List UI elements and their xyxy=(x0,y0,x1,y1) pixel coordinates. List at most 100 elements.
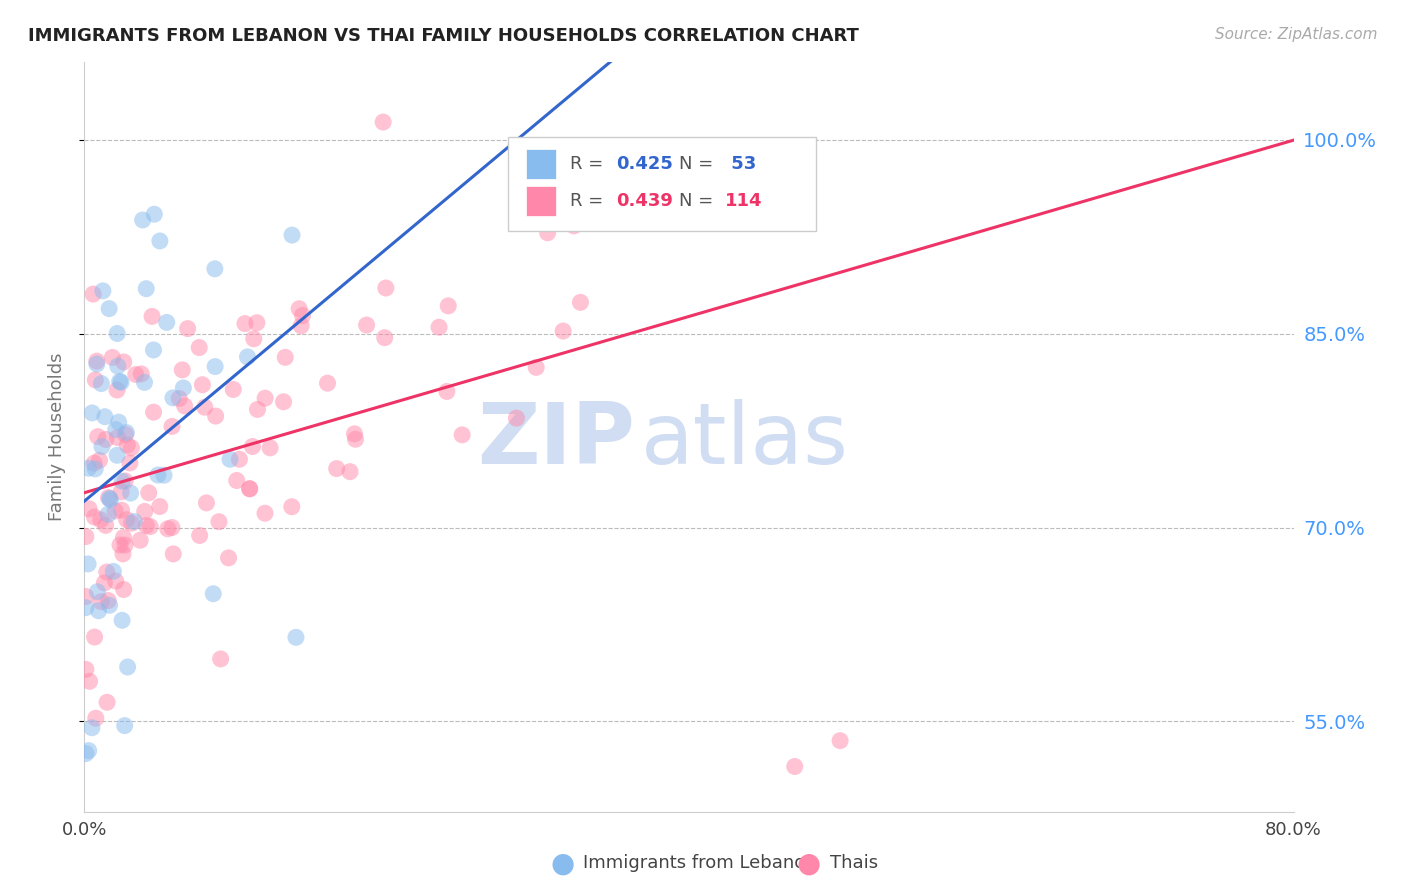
Point xyxy=(121,516,143,531)
Point xyxy=(682,215,704,229)
Point xyxy=(195,496,218,510)
Point xyxy=(98,301,121,316)
Point xyxy=(114,474,136,488)
Point xyxy=(100,492,122,507)
Point xyxy=(77,557,100,571)
Point xyxy=(553,324,575,338)
Point xyxy=(84,373,107,387)
Point xyxy=(114,718,136,732)
Point xyxy=(91,284,114,298)
Point xyxy=(142,343,165,357)
Point xyxy=(246,402,269,417)
Point xyxy=(141,310,163,324)
Point xyxy=(524,360,547,375)
Point xyxy=(105,326,128,341)
Text: Immigrants from Lebanon: Immigrants from Lebanon xyxy=(583,855,817,872)
Point xyxy=(222,383,245,397)
Point xyxy=(288,301,311,316)
Point xyxy=(436,384,458,399)
Point xyxy=(86,584,108,599)
Point xyxy=(565,170,588,185)
Point xyxy=(176,321,198,335)
Point xyxy=(125,368,148,382)
Point xyxy=(114,538,136,552)
Point xyxy=(94,409,117,424)
Point xyxy=(98,599,121,613)
Point xyxy=(135,282,157,296)
Point xyxy=(112,582,135,597)
Point xyxy=(79,674,101,689)
Point xyxy=(135,518,157,533)
Point xyxy=(112,355,135,369)
Point xyxy=(208,515,231,529)
Point xyxy=(94,518,117,533)
Point xyxy=(142,405,165,419)
Point xyxy=(75,662,97,676)
Point xyxy=(77,744,100,758)
Point xyxy=(75,747,97,761)
Point xyxy=(107,415,129,429)
Point xyxy=(236,350,259,364)
Point xyxy=(90,376,112,391)
Point xyxy=(209,652,232,666)
Point xyxy=(356,318,378,332)
Point xyxy=(75,530,97,544)
Point xyxy=(110,376,132,390)
Point xyxy=(239,482,262,496)
Point xyxy=(648,153,671,167)
Point xyxy=(120,441,142,455)
Point xyxy=(188,341,211,355)
Point xyxy=(149,234,172,248)
Point xyxy=(105,430,128,444)
Point xyxy=(93,575,115,590)
Point xyxy=(219,452,242,467)
Point xyxy=(316,376,339,391)
Point xyxy=(87,429,110,443)
Text: Source: ZipAtlas.com: Source: ZipAtlas.com xyxy=(1215,27,1378,42)
Point xyxy=(94,433,117,447)
Point xyxy=(371,115,394,129)
Point xyxy=(188,528,211,542)
Point xyxy=(172,381,194,395)
Point xyxy=(104,574,127,588)
Point xyxy=(84,711,107,725)
Point xyxy=(242,440,264,454)
Point xyxy=(505,411,527,425)
Point xyxy=(146,468,169,483)
Point xyxy=(595,203,617,218)
Point xyxy=(191,377,214,392)
Point xyxy=(104,504,127,518)
Point xyxy=(451,428,474,442)
Point xyxy=(96,695,118,709)
Point xyxy=(783,759,806,773)
Point xyxy=(111,613,134,627)
Point xyxy=(156,522,179,536)
Point xyxy=(153,468,176,483)
Point xyxy=(91,440,114,454)
Point xyxy=(82,287,104,301)
Point xyxy=(274,351,297,365)
Point xyxy=(80,721,103,735)
Point xyxy=(115,425,138,440)
Point xyxy=(108,538,131,552)
Point xyxy=(89,453,111,467)
Point xyxy=(204,261,226,276)
Text: ●: ● xyxy=(550,849,575,878)
Point xyxy=(156,315,179,329)
Text: Thais: Thais xyxy=(830,855,877,872)
Point xyxy=(139,519,162,533)
FancyBboxPatch shape xyxy=(526,149,555,178)
Point xyxy=(90,595,112,609)
Point xyxy=(239,482,262,496)
Point xyxy=(569,295,592,310)
Point xyxy=(90,513,112,527)
Point xyxy=(114,427,136,442)
Point xyxy=(107,359,129,373)
Point xyxy=(233,317,256,331)
Point xyxy=(562,219,585,233)
Point xyxy=(162,391,184,405)
Point xyxy=(225,474,247,488)
Text: ZIP: ZIP xyxy=(477,400,634,483)
Point xyxy=(129,367,152,381)
Point xyxy=(118,456,141,470)
